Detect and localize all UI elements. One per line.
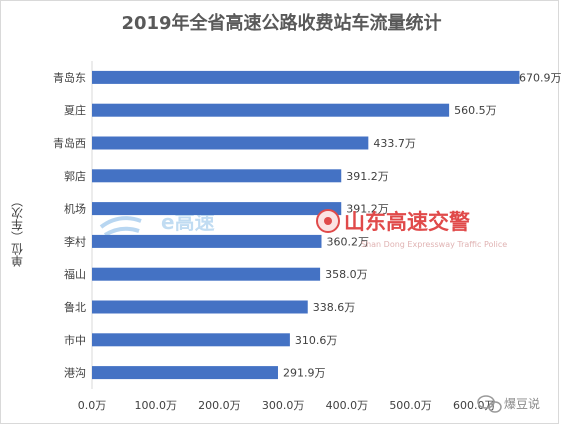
x-tick-label: 600.0万 [453, 399, 496, 412]
data-label: 391.2万 [346, 170, 389, 183]
police-emblem-icon [316, 209, 340, 233]
wechat-watermark-text: 爆豆说 [504, 396, 540, 411]
data-label: 310.6万 [295, 334, 338, 347]
police-watermark: 山东高速交警 Shan Dong Expressway Traffic Poli… [316, 209, 507, 249]
bar-4 [92, 169, 342, 183]
category-label: 港沟 [64, 367, 86, 380]
data-labels: 670.9万 560.5万 433.7万 391.2万 391.2万 360.2万 358.… [283, 71, 561, 379]
x-tick-label: 400.0万 [326, 399, 369, 412]
category-label: 青岛西 [53, 136, 86, 150]
bar-8 [92, 300, 308, 314]
police-watermark-subtext: Shan Dong Expressway Traffic Police [361, 240, 507, 249]
police-watermark-text: 山东高速交警 [344, 210, 470, 234]
data-label: 360.2万 [326, 235, 369, 248]
bar-5 [92, 202, 342, 216]
category-label: 鲁北 [64, 300, 86, 314]
wechat-watermark: 爆豆说 [477, 395, 540, 413]
bar-6 [92, 234, 322, 248]
category-label: 青岛东 [53, 70, 86, 84]
bar-7 [92, 267, 321, 281]
category-label: 夏庄 [64, 103, 86, 117]
bar-10 [92, 366, 278, 380]
bars-group [92, 70, 520, 380]
x-tick-label: 0.0万 [78, 399, 107, 412]
chart-title: 2019年全省高速公路收费站车流量统计 [121, 13, 442, 34]
data-label: 358.0万 [325, 268, 368, 281]
wechat-icon [477, 395, 502, 413]
category-label: 机场 [64, 202, 86, 216]
category-label: 福山 [64, 267, 86, 281]
bar-2 [92, 103, 450, 117]
data-label: 670.9万 [519, 71, 561, 84]
x-tick-label: 200.0万 [198, 399, 241, 412]
category-label: 市中 [64, 333, 86, 347]
data-label: 338.6万 [313, 301, 356, 314]
data-label: 433.7万 [373, 137, 416, 150]
data-label: 291.9万 [283, 367, 326, 380]
bar-3 [92, 136, 369, 150]
x-tick-labels: 0.0万 100.0万 200.0万 300.0万 400.0万 500.0万 600.0万 [78, 399, 496, 412]
x-tick-label: 100.0万 [134, 399, 177, 412]
x-tick-label: 500.0万 [389, 399, 432, 412]
category-label: 郭店 [64, 169, 86, 183]
bar-9 [92, 333, 290, 347]
data-label: 391.2万 [346, 203, 389, 216]
x-tick-label: 300.0万 [262, 399, 305, 412]
bar-1 [92, 70, 520, 84]
category-label: 李村 [64, 234, 86, 248]
data-label: 560.5万 [454, 104, 497, 117]
